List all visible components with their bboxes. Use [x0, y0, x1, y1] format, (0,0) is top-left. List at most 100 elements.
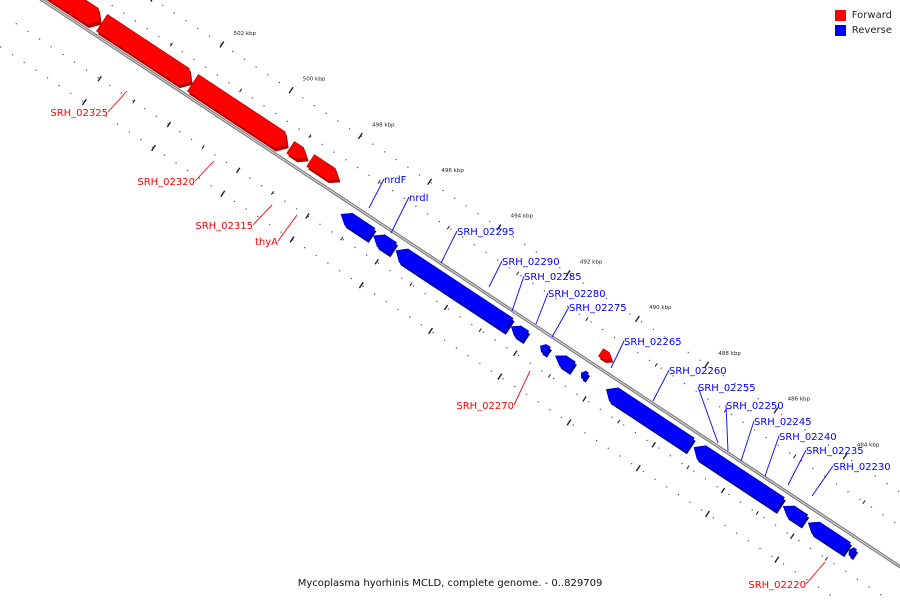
track-dot: [845, 570, 847, 573]
track-dot: [81, 100, 84, 102]
track-dot: [781, 413, 783, 415]
track-dot: [337, 120, 339, 122]
gene-label: thyA: [255, 237, 278, 248]
tick-mark: [166, 121, 172, 128]
track-dot: [362, 285, 364, 287]
track-dot: [278, 81, 281, 84]
track-dot: [395, 158, 397, 161]
track-dot: [232, 50, 234, 53]
track-dot: [225, 161, 228, 164]
tick-mark: [288, 86, 294, 94]
tick-mark: [634, 315, 640, 323]
track-dot: [134, 20, 137, 22]
track-dot: [409, 316, 411, 318]
track-dot: [255, 66, 257, 68]
track-dot: [193, 58, 195, 61]
track-dot: [11, 54, 14, 56]
track-dot: [454, 197, 456, 199]
track-dot: [321, 143, 324, 146]
track-dot: [506, 347, 508, 349]
track-dot: [187, 169, 189, 172]
track-dot: [35, 69, 37, 71]
legend-item-forward: Forward: [834, 8, 892, 22]
track-dot: [812, 467, 814, 470]
leader-line: [610, 340, 625, 369]
track-dot: [228, 82, 230, 84]
tick-mark: [97, 75, 102, 82]
track-dot: [356, 166, 359, 169]
track-dot: [338, 270, 341, 272]
tick-mark: [824, 556, 828, 561]
track-dot: [383, 151, 386, 153]
tick-mark: [654, 362, 658, 367]
track-dot: [576, 393, 578, 395]
track-dot: [342, 239, 344, 241]
track-dot: [607, 447, 609, 449]
track-dot: [728, 493, 730, 496]
track-dot: [263, 105, 265, 107]
track-dot: [868, 586, 870, 588]
track-dot: [140, 138, 142, 141]
gene-arrow: [693, 445, 785, 512]
track-dot: [552, 377, 555, 380]
track-dot: [870, 506, 873, 508]
tick-mark: [635, 464, 641, 472]
track-dot: [751, 509, 753, 511]
track-dot: [689, 501, 691, 503]
track-dot: [789, 452, 791, 454]
gene-label: SRH_02290: [502, 257, 560, 268]
track-dot: [675, 344, 678, 346]
track-dot: [763, 516, 765, 519]
track-dot: [520, 274, 522, 277]
track-dot: [467, 355, 469, 357]
track-dot: [368, 174, 370, 176]
track-dot: [403, 197, 405, 200]
gene-label: SRH_02315: [195, 221, 253, 232]
tick-mark: [81, 98, 87, 106]
track-dot: [777, 444, 779, 447]
track-dot: [286, 120, 289, 123]
track-dot: [535, 251, 538, 253]
track-dot: [407, 166, 409, 169]
forward-swatch: [834, 9, 846, 21]
gene-arrow: [510, 325, 530, 342]
track-dot: [333, 151, 335, 153]
track-dot: [514, 385, 516, 388]
track-dot: [432, 331, 434, 334]
track-dot: [97, 77, 99, 79]
track-dot: [711, 367, 713, 369]
gene-arrow: [395, 248, 514, 333]
tick-mark: [565, 269, 571, 277]
gene-label: nrdI: [409, 193, 429, 204]
track-dot: [753, 429, 756, 431]
leader-line: [764, 435, 780, 477]
track-dot: [420, 324, 423, 326]
track-dot: [348, 128, 351, 130]
track-dot: [163, 154, 166, 156]
track-dot: [637, 352, 639, 354]
track-dot: [426, 213, 429, 215]
gene-label: SRH_02250: [726, 401, 784, 412]
track-dot: [93, 108, 96, 110]
track-dot: [438, 220, 440, 223]
track-dot: [500, 228, 503, 230]
gene-label: SRH_02230: [833, 462, 891, 473]
track-dot: [757, 398, 760, 400]
track-dot: [648, 359, 651, 362]
tick-mark: [862, 500, 866, 505]
track-dot: [560, 416, 563, 419]
track-dot: [208, 35, 211, 37]
track-dot: [146, 28, 148, 30]
tick-label: 492 kbp: [580, 260, 603, 266]
tick-mark: [409, 282, 413, 287]
tick-mark: [305, 213, 310, 219]
leader-line: [440, 230, 458, 264]
track-dot: [517, 354, 520, 357]
tick-label: 486 kbp: [788, 397, 811, 403]
gene-label: nrdF: [384, 175, 407, 186]
track-dot: [547, 259, 549, 261]
track-dot: [537, 401, 539, 403]
tick-mark: [773, 407, 779, 414]
tick-mark: [617, 419, 621, 424]
track-dot: [260, 185, 263, 187]
